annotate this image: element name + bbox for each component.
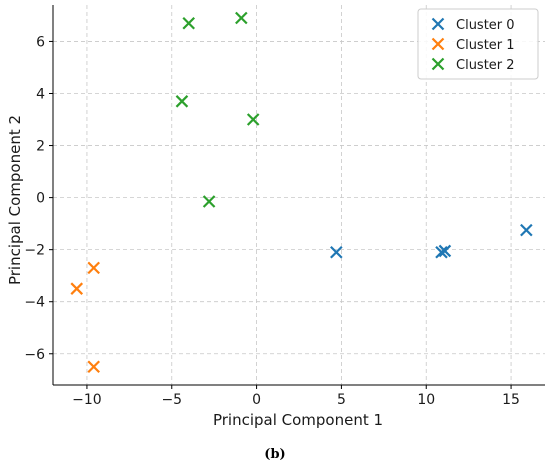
y-tick-label: −2 [24,243,45,259]
scatter-chart: −10 −5 0 5 10 15 −6 −4 −2 0 2 4 6 Principal Componen… [6,5,545,429]
y-tick-label: −4 [24,295,45,311]
legend-marker-0 [431,17,445,31]
y-tick-label: −6 [24,347,45,363]
legend-label: Cluster 2 [456,58,515,73]
x-tick-label: 0 [252,392,261,408]
tick-labels: −10 −5 0 5 10 15 −6 −4 −2 0 2 4 6 [24,34,520,408]
legend: Cluster 0 Cluster 1 Cluster 2 [417,8,539,80]
y-tick-label: 2 [36,139,45,155]
data-point-cluster-0 [330,245,343,259]
x-tick-label: 15 [502,392,520,408]
x-tick-label: −5 [161,392,182,408]
data-point-cluster-1 [87,360,100,374]
figure-caption: (b) [264,447,286,462]
data-point-cluster-2 [202,195,216,208]
legend-label: Cluster 1 [456,38,515,53]
y-axis-label: Principal Component 2 [6,115,24,285]
data-point-cluster-2 [175,95,189,108]
y-tick-label: 0 [36,191,45,207]
x-tick-label: 10 [417,392,435,408]
legend-box [417,8,539,80]
y-tick-label: 4 [36,86,45,102]
y-tick-label: 6 [36,34,45,50]
data-point-cluster-1 [70,282,84,295]
data-point-cluster-1 [87,261,100,275]
x-tick-label: −10 [72,392,102,408]
data-point-cluster-0 [520,223,533,237]
data-point-cluster-2 [182,16,196,30]
data-points [70,11,533,374]
legend-label: Cluster 0 [456,18,515,33]
data-point-cluster-0 [438,244,452,258]
legend-marker-1 [431,37,445,51]
data-point-cluster-2 [235,11,248,25]
axes [52,5,545,386]
legend-marker-2 [431,57,445,71]
x-axis-label: Principal Component 1 [213,411,383,429]
x-tick-label: 5 [337,392,346,408]
data-point-cluster-2 [246,113,260,126]
data-point-cluster-0 [435,245,448,259]
